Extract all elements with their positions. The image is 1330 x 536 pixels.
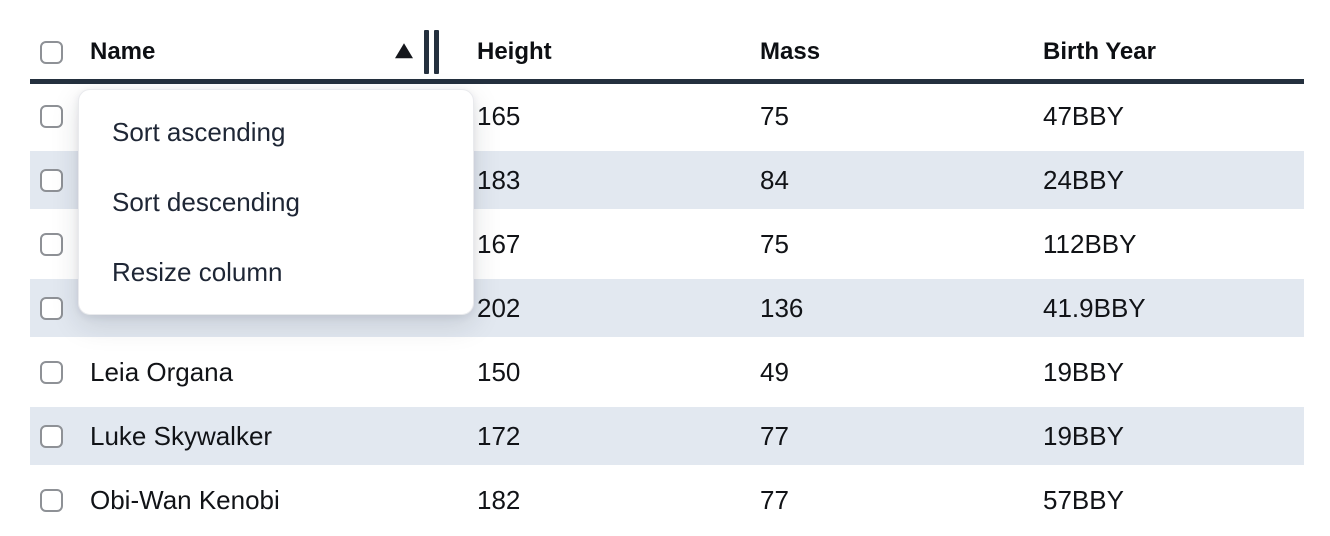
row-checkbox[interactable] <box>40 488 63 512</box>
sort-ascending-icon <box>395 43 413 59</box>
column-context-menu: Sort ascending Sort descending Resize co… <box>78 89 474 315</box>
cell-height: 182 <box>477 484 521 513</box>
table-row: 165 75 47BBY <box>30 84 1304 148</box>
table-header-row: Name Height Mass Birth Year <box>30 0 1304 84</box>
cell-birth-year: 24BBY <box>1043 164 1124 195</box>
column-header-name-label: Name <box>90 38 156 65</box>
row-select-cell <box>30 296 90 320</box>
cell-name: Luke Skywalker <box>90 420 273 451</box>
menu-item-sort-ascending[interactable]: Sort ascending <box>112 116 286 147</box>
select-all-checkbox[interactable] <box>40 40 63 64</box>
row-select-cell <box>30 360 90 384</box>
cell-mass: 49 <box>760 356 789 387</box>
column-header-name[interactable]: Name <box>90 25 477 79</box>
row-checkbox[interactable] <box>40 168 63 192</box>
row-checkbox[interactable] <box>40 360 63 384</box>
row-select-cell <box>30 232 90 256</box>
cell-height: 167 <box>477 228 521 259</box>
cell-height: 150 <box>477 356 521 387</box>
row-select-cell <box>30 488 90 512</box>
cell-birth-year: 47BBY <box>1043 100 1124 131</box>
cell-birth-year: 112BBY <box>1043 228 1137 259</box>
menu-item-resize-column[interactable]: Resize column <box>112 256 283 287</box>
cell-mass: 77 <box>760 420 789 451</box>
column-resize-handle-icon[interactable] <box>424 30 439 74</box>
table-row: 167 75 112BBY <box>30 212 1304 276</box>
cell-birth-year: 19BBY <box>1043 356 1124 387</box>
cell-name: Obi-Wan Kenobi <box>90 484 280 513</box>
cell-mass: 136 <box>760 292 804 323</box>
row-select-cell <box>30 424 90 448</box>
menu-item-sort-descending[interactable]: Sort descending <box>112 186 300 217</box>
column-header-mass[interactable]: Mass <box>760 38 821 65</box>
cell-birth-year: 19BBY <box>1043 420 1124 451</box>
row-checkbox[interactable] <box>40 424 63 448</box>
table-row: Luke Skywalker 172 77 19BBY <box>30 404 1304 468</box>
column-header-height[interactable]: Height <box>477 38 552 65</box>
cell-mass: 75 <box>760 100 789 131</box>
cell-mass: 84 <box>760 164 789 195</box>
select-all-cell <box>30 40 90 64</box>
cell-name: Leia Organa <box>90 356 234 387</box>
row-select-cell <box>30 104 90 128</box>
row-select-cell <box>30 168 90 192</box>
cell-height: 172 <box>477 420 521 451</box>
cell-height: 202 <box>477 292 521 323</box>
cell-height: 183 <box>477 164 521 195</box>
cell-mass: 77 <box>760 484 789 513</box>
cell-birth-year: 41.9BBY <box>1043 292 1146 323</box>
row-checkbox[interactable] <box>40 232 63 256</box>
cell-mass: 75 <box>760 228 789 259</box>
column-header-birth-year[interactable]: Birth Year <box>1043 38 1156 65</box>
table-row: Obi-Wan Kenobi 182 77 57BBY <box>30 468 1304 512</box>
cell-height: 165 <box>477 100 521 131</box>
row-checkbox[interactable] <box>40 296 63 320</box>
table-row: Leia Organa 150 49 19BBY <box>30 340 1304 404</box>
cell-birth-year: 57BBY <box>1043 484 1124 513</box>
row-checkbox[interactable] <box>40 104 63 128</box>
